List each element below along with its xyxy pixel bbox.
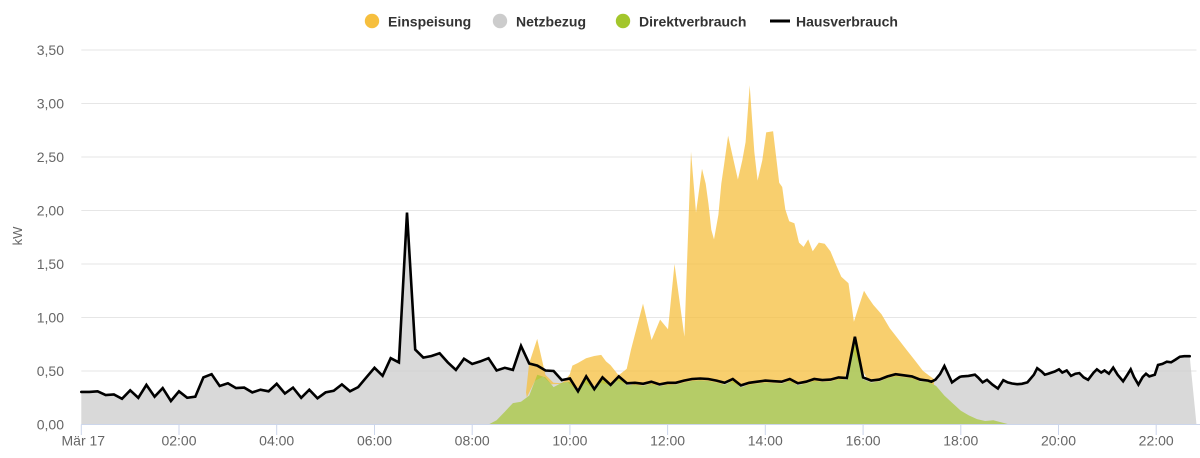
svg-text:04:00: 04:00 [259, 433, 294, 449]
svg-text:16:00: 16:00 [846, 433, 881, 449]
svg-text:Einspeisung: Einspeisung [388, 14, 471, 30]
svg-text:0,00: 0,00 [37, 417, 64, 433]
svg-text:22:00: 22:00 [1139, 433, 1174, 449]
svg-text:3,50: 3,50 [37, 42, 64, 58]
svg-text:14:00: 14:00 [748, 433, 783, 449]
svg-text:10:00: 10:00 [552, 433, 587, 449]
svg-text:12:00: 12:00 [650, 433, 685, 449]
svg-text:1,50: 1,50 [37, 256, 64, 272]
svg-text:3,00: 3,00 [37, 96, 64, 112]
svg-text:Mär 17: Mär 17 [62, 433, 106, 449]
svg-text:Direktverbrauch: Direktverbrauch [639, 14, 746, 30]
svg-text:Hausverbrauch: Hausverbrauch [796, 14, 898, 30]
svg-text:kW: kW [10, 226, 25, 246]
svg-text:18:00: 18:00 [943, 433, 978, 449]
svg-text:2,00: 2,00 [37, 203, 64, 219]
svg-text:Netzbezug: Netzbezug [516, 14, 586, 30]
svg-text:02:00: 02:00 [161, 433, 196, 449]
svg-text:2,50: 2,50 [37, 149, 64, 165]
svg-text:06:00: 06:00 [357, 433, 392, 449]
svg-text:20:00: 20:00 [1041, 433, 1076, 449]
svg-text:1,00: 1,00 [37, 310, 64, 326]
svg-text:08:00: 08:00 [455, 433, 490, 449]
svg-text:0,50: 0,50 [37, 363, 64, 379]
